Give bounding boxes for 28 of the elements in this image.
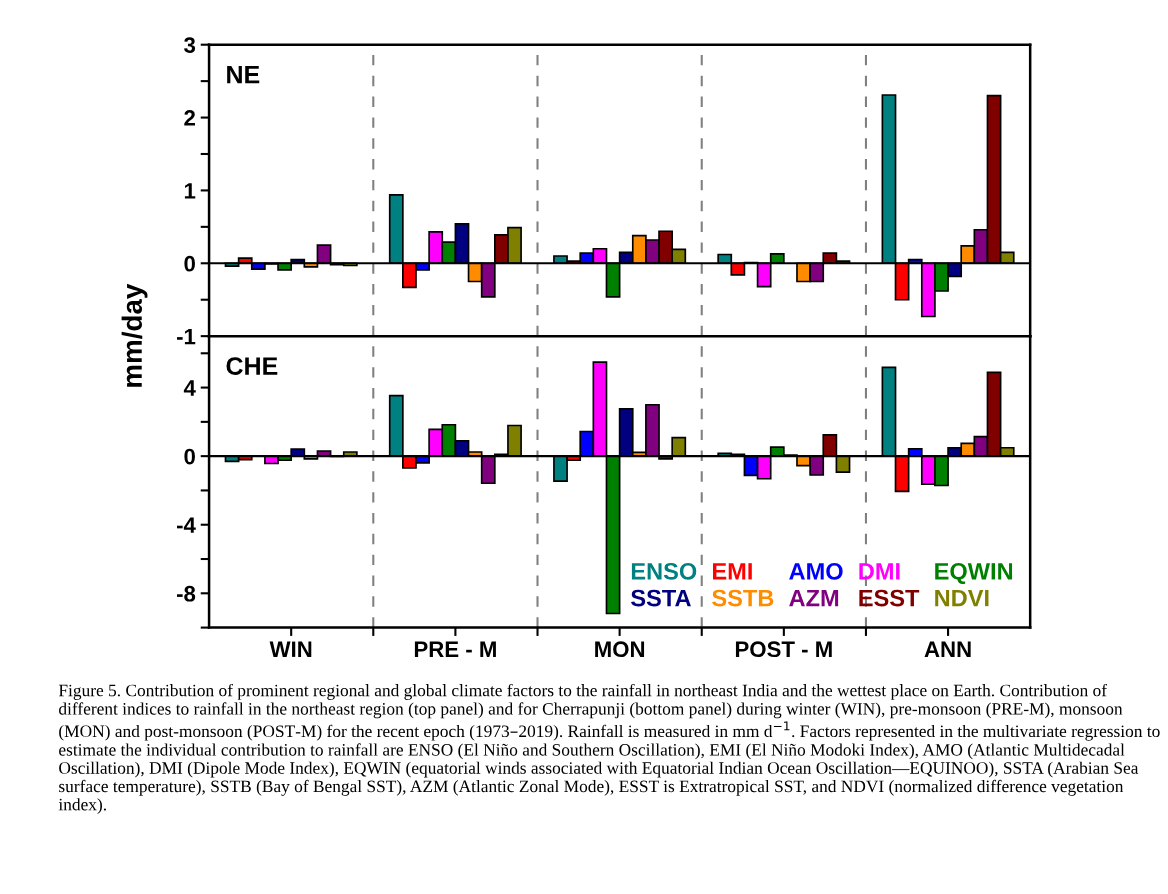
x-tick-label: PRE - M xyxy=(414,641,496,657)
x-tick-label: WIN xyxy=(269,641,312,657)
x-tick-label: ANN xyxy=(924,641,971,657)
y-tick-label: 2 xyxy=(184,110,195,126)
text: AZM xyxy=(789,589,839,607)
y-tick-label: 3 xyxy=(184,37,196,53)
text: SSTB xyxy=(712,589,774,607)
y-tick-label: 4 xyxy=(183,380,196,396)
x-tick-label: POST - M xyxy=(735,641,832,658)
text: ESST xyxy=(859,589,920,607)
y-tick-label: 1 xyxy=(184,183,196,199)
text: Figure 5. Contribution of prominent regional and global climate factors to the rainfall in northeast India and the wettest place on Earth. Contribution of different indices to rainfall in the northeast region (top panel) and for Cherrapunji (bottom panel) during winter (WIN), pre-monsoon (PRE-M), monsoon (MON) and post-monsoon (POST-M) for the recent epoch (1973–2019). Rainfall is measured in mm d$^{−1}$. Factors represented in the multivariate regression to estimate the individual contribution to rainfall are ENSO (El Niño and Southern Oscillation), EMI (El Niño Modoki Index), AMO (Atlantic Multidecadal Oscillation), DMI (Dipole Mode Index), EQWIN (equatorial winds associated with Equatorial Indian Ocean Oscillation—EQUINOO), SSTA (Arabian Sea surface temperature), SSTB (Bay of Bengal SST), AZM (Atlantic Zonal Mode), ESST is Extratropical SST, and NDVI (normalized difference vegetation index). xyxy=(58,683,1160,814)
annotation: NE xyxy=(227,66,260,84)
text: ENSO xyxy=(631,562,697,580)
y-tick-label: -8 xyxy=(176,585,196,602)
annotation: CHE xyxy=(226,357,278,375)
text: AMO xyxy=(789,562,843,580)
text: EQWIN xyxy=(935,562,1013,585)
text: EMI xyxy=(712,563,752,580)
text: SSTA xyxy=(631,589,691,607)
y-tick-label: -1 xyxy=(176,328,196,345)
y-axis-title: mm/day xyxy=(121,283,148,387)
y-tick-label: 0 xyxy=(184,255,195,272)
y-tick-label: -4 xyxy=(176,517,196,533)
text: DMI xyxy=(859,563,900,580)
y-tick-label: 0 xyxy=(184,448,195,465)
x-tick-label: MON xyxy=(595,641,645,658)
text: NDVI xyxy=(935,589,989,607)
